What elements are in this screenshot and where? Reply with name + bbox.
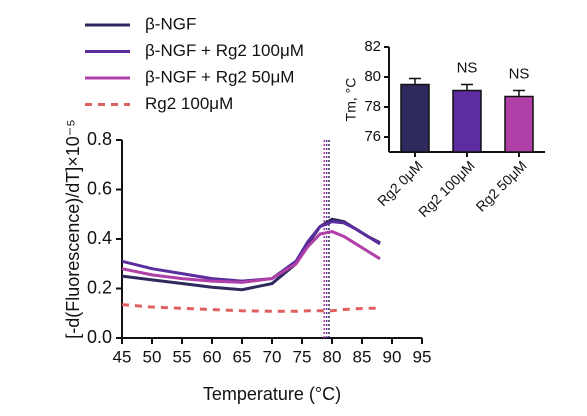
x-tick-label: 50 xyxy=(143,347,162,366)
bar xyxy=(400,83,430,153)
y-tick-label: 80 xyxy=(364,68,381,85)
y-tick-label: 0.4 xyxy=(87,228,112,248)
x-tick-label: 90 xyxy=(383,347,402,366)
x-tick-label: 65 xyxy=(233,347,252,366)
y-tick-label: 0.2 xyxy=(87,277,112,297)
x-tick-label: 45 xyxy=(113,347,132,366)
error-bar xyxy=(513,89,525,97)
error-bar xyxy=(409,77,421,85)
y-axis-title: [-d(Fluorescence)/dT]×10⁻⁵ xyxy=(63,119,83,339)
legend-label: β-NGF + Rg2 100μM xyxy=(145,41,304,60)
y-tick-label: 78 xyxy=(364,98,381,115)
significance-label: NS xyxy=(457,59,478,76)
error-bar xyxy=(461,83,473,91)
x-tick-label: 85 xyxy=(353,347,372,366)
legend-label: β-NGF xyxy=(145,14,196,33)
x-tick-label: 75 xyxy=(293,347,312,366)
legend-label: β-NGF + Rg2 50μM xyxy=(145,67,294,86)
bar xyxy=(504,95,534,153)
y-tick-label: 76 xyxy=(364,128,381,145)
x-tick-label: Rg2 0μM xyxy=(374,157,426,209)
y-tick-label: 0.6 xyxy=(87,178,112,198)
significance-label: NS xyxy=(509,65,530,82)
series-line xyxy=(121,303,380,313)
series-line xyxy=(121,230,381,284)
y-tick-label: 82 xyxy=(364,38,381,55)
x-tick-label: 70 xyxy=(263,347,282,366)
x-tick-label: 55 xyxy=(173,347,192,366)
x-tick-label: Rg2 50μM xyxy=(473,157,530,214)
x-axis-title: Temperature (°C) xyxy=(203,384,341,404)
series-line xyxy=(121,220,381,283)
x-tick-label: 95 xyxy=(413,347,432,366)
x-tick-label: 80 xyxy=(323,347,342,366)
x-tick-label: Rg2 100μM xyxy=(415,157,478,220)
x-tick-label: 60 xyxy=(203,347,222,366)
y-tick-label: 0.0 xyxy=(87,327,112,347)
y-axis-title: Tm, °C xyxy=(343,78,359,122)
bar xyxy=(452,89,482,153)
y-tick-label: 0.8 xyxy=(87,129,112,149)
legend-label: Rg2 100μM xyxy=(145,94,233,113)
